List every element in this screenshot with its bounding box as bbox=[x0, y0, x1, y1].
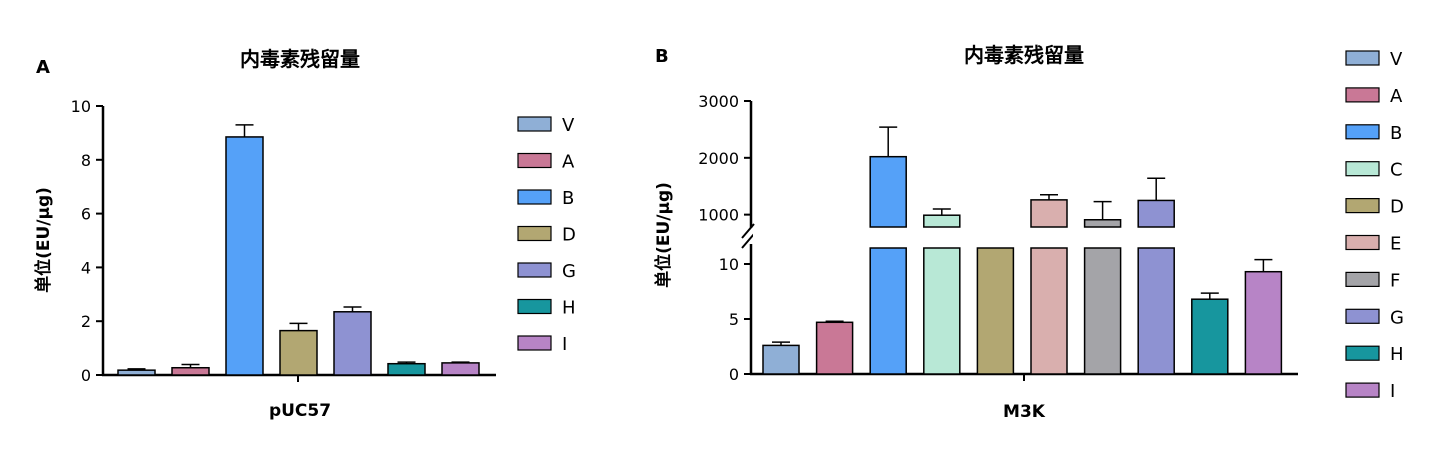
y-tick-label: 5 bbox=[729, 310, 739, 329]
y-tick-label: 3000 bbox=[698, 92, 739, 111]
legend-swatch-B bbox=[1345, 124, 1380, 140]
legend-swatch-I bbox=[517, 335, 552, 351]
bar-I bbox=[441, 362, 480, 376]
panel-b-bars bbox=[753, 126, 1283, 375]
axis-break-mark bbox=[741, 233, 755, 249]
y-tick-label: 6 bbox=[81, 205, 91, 224]
bar-B-lower bbox=[869, 247, 907, 375]
y-tick-label: 2 bbox=[81, 312, 91, 331]
legend-swatch-I bbox=[1345, 382, 1380, 398]
panel-a-xlabel: pUC57 bbox=[269, 401, 331, 421]
bar-V bbox=[117, 369, 156, 376]
bar-I bbox=[1244, 270, 1283, 375]
legend-label-F: F bbox=[1390, 270, 1400, 291]
legend-label-A: A bbox=[1390, 86, 1403, 107]
bar-H bbox=[387, 362, 426, 376]
legend-swatch-V bbox=[1345, 50, 1380, 66]
legend-label-G: G bbox=[1390, 307, 1404, 328]
legend-label-A: A bbox=[562, 152, 575, 173]
axis-break-mark bbox=[741, 223, 755, 239]
panel-a-ylabel: 单位(EU/μg) bbox=[33, 187, 54, 293]
bar-D-lower bbox=[976, 247, 1015, 375]
panel-a-title: 内毒素残留量 bbox=[240, 47, 360, 71]
bar-G bbox=[333, 311, 372, 376]
legend-label-E: E bbox=[1390, 234, 1401, 255]
legend-swatch-G bbox=[517, 262, 552, 278]
bar-E-lower bbox=[1030, 247, 1068, 375]
legend-label-B: B bbox=[562, 188, 574, 209]
legend-swatch-E bbox=[1345, 234, 1380, 251]
legend-label-I: I bbox=[1390, 381, 1395, 402]
legend-swatch-C bbox=[1345, 161, 1380, 177]
legend-label-V: V bbox=[562, 115, 575, 136]
y-tick-label: 0 bbox=[729, 365, 739, 384]
bar-F-upper bbox=[1083, 219, 1122, 228]
panel-b-ylabel: 单位(EU/μg) bbox=[653, 182, 674, 288]
y-tick-label: 2000 bbox=[698, 149, 739, 168]
legend-swatch-D bbox=[1345, 198, 1380, 214]
legend-label-H: H bbox=[562, 298, 576, 319]
bar-H bbox=[1191, 298, 1229, 375]
y-tick-label: 10 bbox=[719, 255, 739, 274]
legend-swatch-D bbox=[517, 225, 552, 242]
bar-G-upper bbox=[1137, 199, 1175, 228]
bar-A bbox=[171, 366, 210, 376]
legend-label-C: C bbox=[1390, 160, 1403, 181]
y-tick-label: 4 bbox=[81, 258, 91, 277]
panel-b-xlabel: M3K bbox=[1003, 402, 1046, 422]
bar-D bbox=[279, 329, 318, 376]
legend-label-D: D bbox=[562, 225, 576, 246]
legend-swatch-B bbox=[517, 189, 552, 205]
legend-swatch-H bbox=[517, 298, 552, 315]
legend-label-G: G bbox=[562, 261, 576, 282]
panel-b-label: B bbox=[655, 46, 669, 67]
y-tick-label: 10 bbox=[71, 97, 91, 116]
bar-B-upper bbox=[869, 155, 907, 228]
legend-swatch-A bbox=[517, 152, 552, 169]
bar-E-upper bbox=[1030, 199, 1068, 228]
panel-a-bars bbox=[117, 124, 480, 376]
bar-C-lower bbox=[923, 247, 961, 375]
panel-a-axes: 0 2 4 6 8 10 bbox=[71, 97, 496, 385]
bar-V bbox=[762, 344, 800, 375]
bar-G-lower bbox=[1137, 247, 1175, 375]
bar-B bbox=[225, 136, 264, 376]
y-tick-label: 8 bbox=[81, 151, 91, 170]
legend-swatch-V bbox=[517, 116, 552, 132]
legend-swatch-G bbox=[1345, 308, 1380, 324]
y-tick-label: 0 bbox=[81, 366, 91, 385]
legend-label-B: B bbox=[1390, 123, 1402, 144]
panel-b-title: 内毒素残留量 bbox=[964, 43, 1084, 67]
axis-break-gap bbox=[753, 228, 1183, 247]
legend-label-H: H bbox=[1390, 344, 1404, 365]
panel-b: B 内毒素残留量 单位(EU/μg) M3K 0510100020003000 … bbox=[653, 43, 1404, 422]
bar-A bbox=[815, 321, 854, 375]
bar-C-upper bbox=[923, 214, 961, 228]
bar-F-lower bbox=[1083, 247, 1122, 375]
y-tick-label: 1000 bbox=[698, 206, 739, 225]
legend-label-D: D bbox=[1390, 197, 1404, 218]
legend-label-I: I bbox=[562, 334, 567, 355]
panel-a-label: A bbox=[36, 57, 50, 78]
legend-swatch-A bbox=[1345, 87, 1380, 103]
legend-swatch-F bbox=[1345, 271, 1380, 287]
legend-swatch-H bbox=[1345, 345, 1380, 361]
legend-label-V: V bbox=[1390, 49, 1403, 70]
